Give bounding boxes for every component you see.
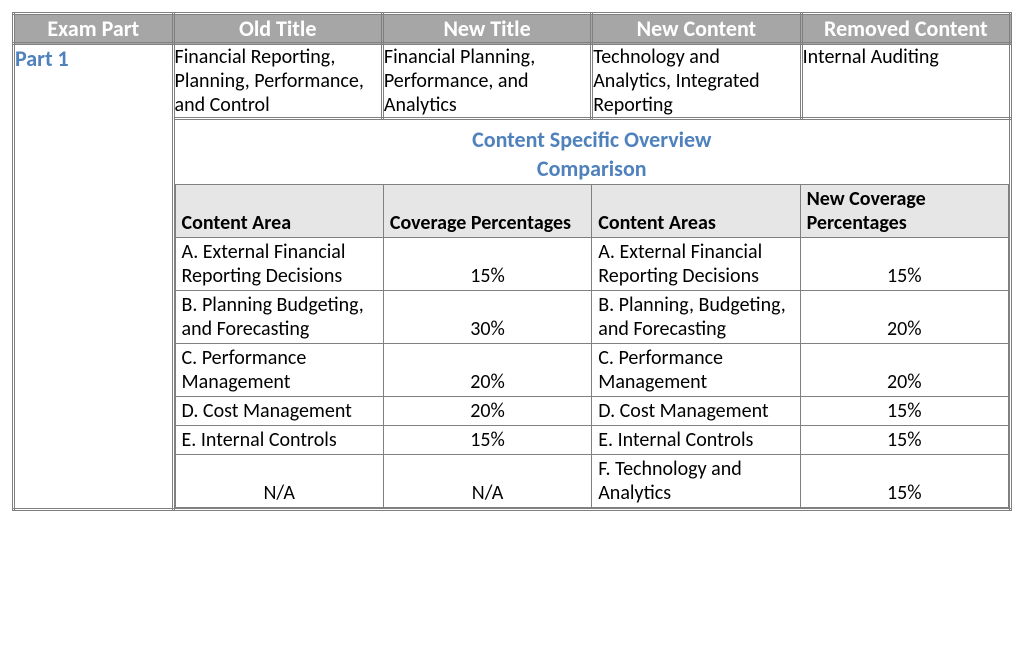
overview-cell: Content Specific Overview Comparison Con…	[173, 119, 1010, 510]
overview-title-line2: Comparison	[175, 155, 1009, 184]
new-title-cell: Financial Planning, Performance, and Ana…	[382, 44, 591, 119]
new-area: E. Internal Controls	[592, 426, 800, 455]
old-area: E. Internal Controls	[175, 426, 383, 455]
inner-header-new-coverage: New Coverage Percentages	[800, 185, 1008, 238]
old-area: D. Cost Management	[175, 397, 383, 426]
old-pct: N/A	[383, 455, 591, 508]
new-area: A. External Financial Reporting Decision…	[592, 238, 800, 291]
inner-row: N/A N/A F. Technology and Analytics 15%	[175, 455, 1008, 508]
old-pct: 30%	[383, 291, 591, 344]
old-pct: 20%	[383, 344, 591, 397]
inner-row: C. Performance Management 20% C. Perform…	[175, 344, 1008, 397]
header-row: Exam Part Old Title New Title New Conten…	[14, 14, 1011, 44]
exam-comparison-table: Exam Part Old Title New Title New Conten…	[12, 12, 1012, 511]
inner-header-content-areas: Content Areas	[592, 185, 800, 238]
new-pct: 15%	[800, 426, 1008, 455]
inner-header-content-area: Content Area	[175, 185, 383, 238]
header-removed-content: Removed Content	[801, 14, 1010, 44]
old-pct: 15%	[383, 238, 591, 291]
header-new-content: New Content	[592, 14, 801, 44]
overview-title-line1: Content Specific Overview	[175, 120, 1009, 155]
new-pct: 20%	[800, 291, 1008, 344]
new-pct: 20%	[800, 344, 1008, 397]
new-area: B. Planning, Budgeting, and Forecasting	[592, 291, 800, 344]
removed-content-cell: Internal Auditing	[801, 44, 1010, 119]
old-pct: 20%	[383, 397, 591, 426]
new-area: D. Cost Management	[592, 397, 800, 426]
old-pct: 15%	[383, 426, 591, 455]
inner-header-coverage-pct: Coverage Percentages	[383, 185, 591, 238]
new-pct: 15%	[800, 455, 1008, 508]
new-content-cell: Technology and Analytics, Integrated Rep…	[592, 44, 801, 119]
old-title-cell: Financial Reporting, Planning, Performan…	[173, 44, 382, 119]
old-area: A. External Financial Reporting Decision…	[175, 238, 383, 291]
header-new-title: New Title	[382, 14, 591, 44]
new-area: F. Technology and Analytics	[592, 455, 800, 508]
inner-row: B. Planning Budgeting, and Forecasting 3…	[175, 291, 1008, 344]
content-overview-table: Content Area Coverage Percentages Conten…	[175, 184, 1009, 508]
new-area: C. Performance Management	[592, 344, 800, 397]
inner-row: A. External Financial Reporting Decision…	[175, 238, 1008, 291]
exam-part-cell: Part 1	[14, 44, 174, 510]
old-area: B. Planning Budgeting, and Forecasting	[175, 291, 383, 344]
title-compare-row: Part 1 Financial Reporting, Planning, Pe…	[14, 44, 1011, 119]
new-pct: 15%	[800, 397, 1008, 426]
header-exam-part: Exam Part	[14, 14, 174, 44]
inner-row: D. Cost Management 20% D. Cost Managemen…	[175, 397, 1008, 426]
new-pct: 15%	[800, 238, 1008, 291]
inner-row: E. Internal Controls 15% E. Internal Con…	[175, 426, 1008, 455]
inner-header-row: Content Area Coverage Percentages Conten…	[175, 185, 1008, 238]
header-old-title: Old Title	[173, 14, 382, 44]
old-area: N/A	[175, 455, 383, 508]
old-area: C. Performance Management	[175, 344, 383, 397]
